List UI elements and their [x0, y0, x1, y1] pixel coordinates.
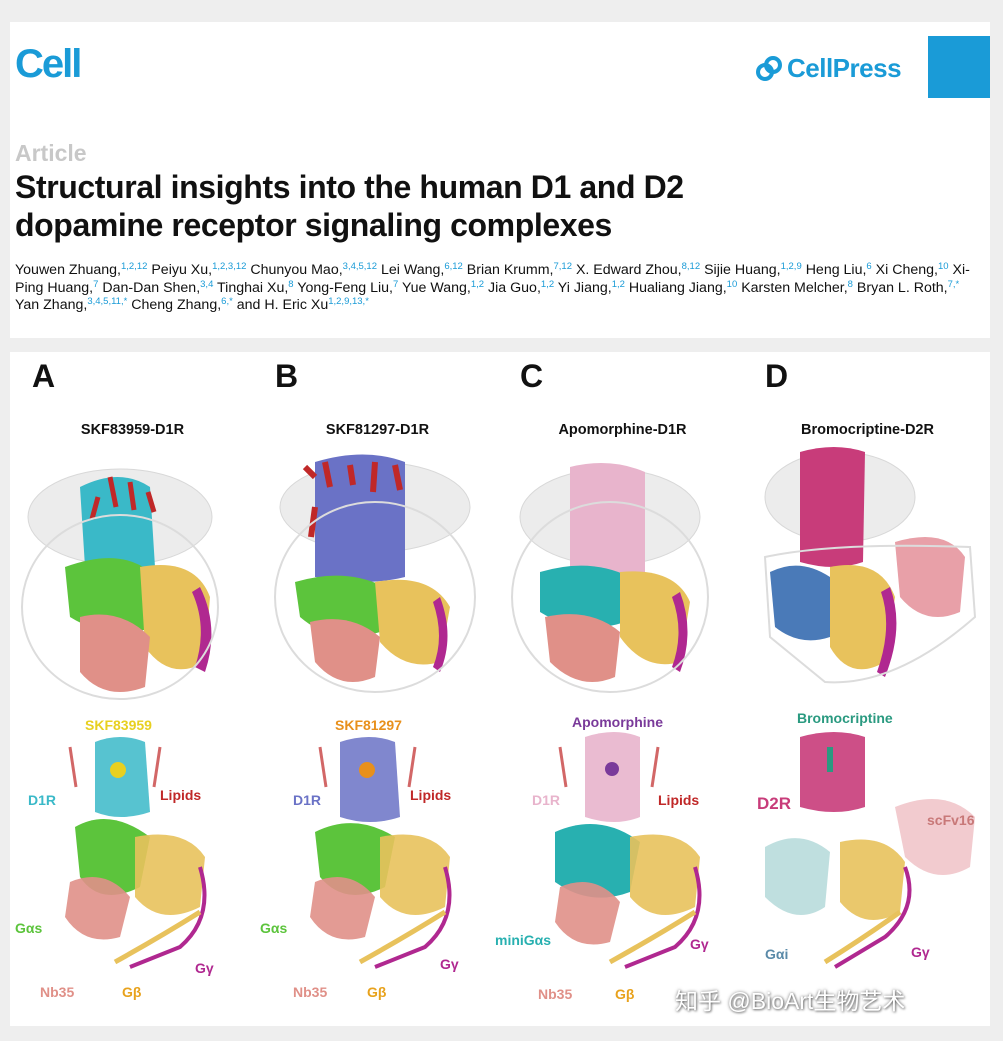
- ggamma-label: Gγ: [690, 936, 709, 952]
- gbeta-label: Gβ: [615, 986, 635, 1002]
- author-affiliation: 6,*: [221, 296, 233, 308]
- author-name: Yan Zhang,: [15, 297, 88, 314]
- cellpress-wordmark: CellPress: [787, 53, 902, 83]
- receptor-label: D2R: [757, 794, 792, 813]
- panel-d: D Bromocriptine-D2R Bromocriptine D2R sc…: [745, 352, 990, 1026]
- skf81297-d1r-structure: [274, 454, 476, 969]
- cellpress-icon: [756, 55, 782, 81]
- author-affiliation: 1,2,3,12: [212, 261, 247, 272]
- author-affiliation: 7: [93, 278, 99, 290]
- author-affiliation: 3,4: [200, 278, 214, 290]
- author-affiliation: 1,2,9,13,*: [328, 296, 369, 308]
- cell-journal-logo: Cell: [15, 42, 82, 86]
- figure-1: A SKF83959-D1R SKF83959 D1R Lipids Gαs N…: [10, 352, 990, 1026]
- author-affiliation: 10: [937, 261, 949, 272]
- author-name: Tinghai Xu,: [217, 279, 289, 296]
- author-name: Jia Guo,: [488, 279, 541, 296]
- brand-square: [928, 36, 990, 98]
- author-affiliation: 8: [288, 278, 294, 290]
- panel-letter: A: [32, 358, 56, 394]
- author-affiliation: 8,12: [681, 261, 701, 272]
- author-affiliation: 7: [393, 278, 399, 290]
- author-affiliation: 10: [726, 278, 738, 290]
- author-affiliation: 1,2: [540, 278, 555, 290]
- author-affiliation: 6: [866, 261, 872, 272]
- article-type-label: Article: [15, 140, 87, 166]
- panel-title: SKF81297-D1R: [325, 422, 430, 438]
- author-list: Youwen Zhuang,1,2,12 Peiyu Xu,1,2,3,12 C…: [15, 262, 975, 315]
- lipids-label: Lipids: [658, 792, 700, 808]
- author-affiliation: 7,12: [553, 261, 572, 272]
- author-name: Youwen Zhuang,: [15, 262, 121, 278]
- author-name: Heng Liu,: [805, 262, 867, 278]
- ggamma-label: Gγ: [195, 960, 214, 976]
- author-name: Karsten Melcher,: [741, 279, 848, 296]
- nb35-label: Nb35: [293, 984, 328, 1000]
- receptor-label: D1R: [293, 792, 322, 808]
- author-affiliation: 3,4,5,12: [342, 261, 377, 272]
- panel-a: A SKF83959-D1R SKF83959 D1R Lipids Gαs N…: [10, 352, 255, 1026]
- zhihu-watermark: 知乎 @BioArt生物艺术: [675, 988, 906, 1014]
- receptor-label: D1R: [28, 792, 57, 808]
- ggamma-label: Gγ: [911, 944, 930, 960]
- panel-title: Apomorphine-D1R: [558, 422, 687, 438]
- author-name: Yi Jiang,: [557, 279, 612, 296]
- author-name: Xi Cheng,: [875, 262, 938, 278]
- lipids-label: Lipids: [410, 787, 452, 803]
- panel-letter: C: [520, 358, 544, 394]
- author-name: Cheng Zhang,: [131, 297, 222, 314]
- panel-letter: D: [765, 358, 789, 394]
- author-name: X. Edward Zhou,: [575, 262, 682, 278]
- ligand-label: SKF81297: [335, 717, 402, 733]
- author-affiliation: 1,2: [611, 278, 625, 290]
- ligand-label: Apomorphine: [572, 714, 663, 730]
- article-title: Structural insights into the human D1 an…: [15, 169, 684, 243]
- author-affiliation: 1,2,12: [120, 261, 148, 272]
- panel-c: C Apomorphine-D1R Apomorphine D1R Lipids…: [495, 352, 745, 1026]
- author-name: Lei Wang,: [380, 262, 445, 278]
- panel-title: Bromocriptine-D2R: [801, 422, 934, 438]
- nb35-label: Nb35: [40, 984, 75, 1000]
- apomorphine-d1r-structure: [511, 463, 709, 969]
- galpha-label: Gαs: [260, 920, 288, 936]
- galpha-label: Gαi: [765, 946, 789, 962]
- receptor-label: D1R: [532, 792, 561, 808]
- gbeta-label: Gβ: [367, 984, 387, 1000]
- scfv16-label: scFv16: [927, 812, 975, 828]
- author-affiliation: 1,2: [470, 278, 485, 290]
- ggamma-label: Gγ: [440, 956, 459, 972]
- author-name: and H. Eric Xu: [236, 297, 329, 314]
- author-name: Hualiang Jiang,: [628, 279, 727, 296]
- author-name: Chunyou Mao,: [250, 262, 343, 278]
- author-affiliation: 6,12: [444, 261, 463, 272]
- author-name: Yue Wang,: [401, 279, 471, 296]
- lipids-label: Lipids: [160, 787, 202, 803]
- gbeta-label: Gβ: [122, 984, 142, 1000]
- ligand-label: SKF83959: [85, 717, 152, 733]
- skf83959-d1r-structure: [21, 468, 219, 969]
- paper-header: Cell CellPress Article Structural insigh…: [10, 22, 990, 338]
- author-affiliation: 1,2,9: [780, 261, 802, 272]
- author-name: Sijie Huang,: [704, 262, 781, 278]
- galpha-label: Gαs: [15, 920, 43, 936]
- author-name: Bryan L. Roth,: [856, 279, 948, 296]
- author-affiliation: 8: [847, 278, 853, 290]
- bromocriptine-d2r-structure: [763, 447, 977, 969]
- cellpress-logo: CellPress: [755, 53, 902, 84]
- author-affiliation: 3,4,5,11,*: [87, 296, 128, 308]
- panel-letter: B: [275, 358, 299, 394]
- nb35-label: Nb35: [538, 986, 573, 1002]
- ligand-label: Bromocriptine: [797, 710, 893, 726]
- panel-b: B SKF81297-D1R SKF81297 D1R Lipids Gαs N…: [255, 352, 500, 1026]
- author-name: Dan-Dan Shen,: [102, 279, 201, 296]
- panel-title: SKF83959-D1R: [80, 422, 185, 438]
- galpha-label: miniGαs: [495, 932, 552, 948]
- author-name: Yong-Feng Liu,: [297, 279, 393, 296]
- author-name: Xi-Ping Huang,: [15, 262, 970, 296]
- author-name: Brian Krumm,: [466, 262, 554, 278]
- author-affiliation: 7,*: [947, 278, 960, 290]
- author-name: Peiyu Xu,: [151, 262, 213, 278]
